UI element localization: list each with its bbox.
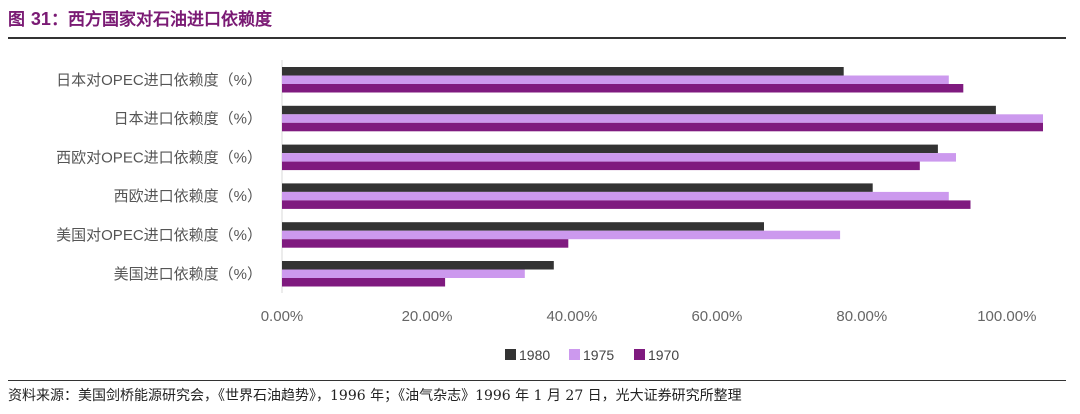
bar-1970-0 bbox=[282, 84, 964, 93]
category-label: 美国进口依赖度（%） bbox=[114, 266, 262, 283]
source-divider bbox=[8, 380, 1066, 381]
bar-1980-1 bbox=[282, 105, 996, 115]
legend-label-1975: 1975 bbox=[583, 347, 614, 363]
bar-1980-0 bbox=[282, 67, 844, 76]
figure-title-prefix: 图 bbox=[8, 10, 31, 30]
x-tick-label: 100.00% bbox=[977, 308, 1036, 325]
bar-1980-4 bbox=[282, 222, 764, 231]
x-tick-label: 40.00% bbox=[546, 308, 597, 325]
x-tick-label: 20.00% bbox=[402, 308, 453, 325]
legend-label-1970: 1970 bbox=[648, 347, 679, 363]
bar-1975-1 bbox=[282, 114, 1043, 123]
x-tick-label: 0.00% bbox=[261, 308, 304, 325]
bar-1970-3 bbox=[282, 200, 971, 209]
bar-1975-4 bbox=[282, 230, 841, 240]
bar-1975-2 bbox=[282, 153, 956, 162]
figure-title-number: 31 bbox=[30, 9, 51, 29]
bar-1980-5 bbox=[282, 261, 554, 270]
bar-1975-3 bbox=[282, 191, 949, 201]
figure-title: 图 31：西方国家对石油进口依赖度 bbox=[8, 4, 272, 34]
bar-1980-2 bbox=[282, 144, 938, 154]
category-label: 日本对OPEC进口依赖度（%） bbox=[56, 72, 262, 89]
source-note: 资料来源：美国剑桥能源研究会，《世界石油趋势》，1996 年；《油气杂志》199… bbox=[8, 388, 742, 404]
category-label: 美国对OPEC进口依赖度（%） bbox=[56, 227, 262, 244]
title-underline bbox=[8, 37, 1066, 39]
x-tick-label: 60.00% bbox=[691, 308, 742, 325]
category-label: 日本进口依赖度（%） bbox=[114, 111, 262, 128]
bar-1970-5 bbox=[282, 278, 446, 287]
bar-chart: 日本对OPEC进口依赖度（%） 日本进口依赖度（%） 西欧对OPEC进口依赖度（%）… bbox=[56, 60, 1043, 363]
bar-1970-1 bbox=[282, 122, 1043, 132]
legend-swatch-1980 bbox=[505, 349, 516, 360]
figure-title-text: ：西方国家对石油进口依赖度 bbox=[50, 10, 272, 30]
category-label: 西欧对OPEC进口依赖度（%） bbox=[56, 149, 262, 166]
legend-label-1980: 1980 bbox=[519, 347, 550, 363]
bar-1980-3 bbox=[282, 183, 873, 192]
legend-swatch-1975 bbox=[569, 349, 580, 360]
x-tick-label: 80.00% bbox=[836, 308, 887, 325]
category-label: 西欧进口依赖度（%） bbox=[114, 188, 262, 205]
bar-1975-0 bbox=[282, 75, 949, 84]
legend-swatch-1970 bbox=[634, 349, 645, 360]
bar-1970-2 bbox=[282, 161, 920, 171]
bar-1975-5 bbox=[282, 269, 525, 278]
bar-1970-4 bbox=[282, 239, 569, 248]
